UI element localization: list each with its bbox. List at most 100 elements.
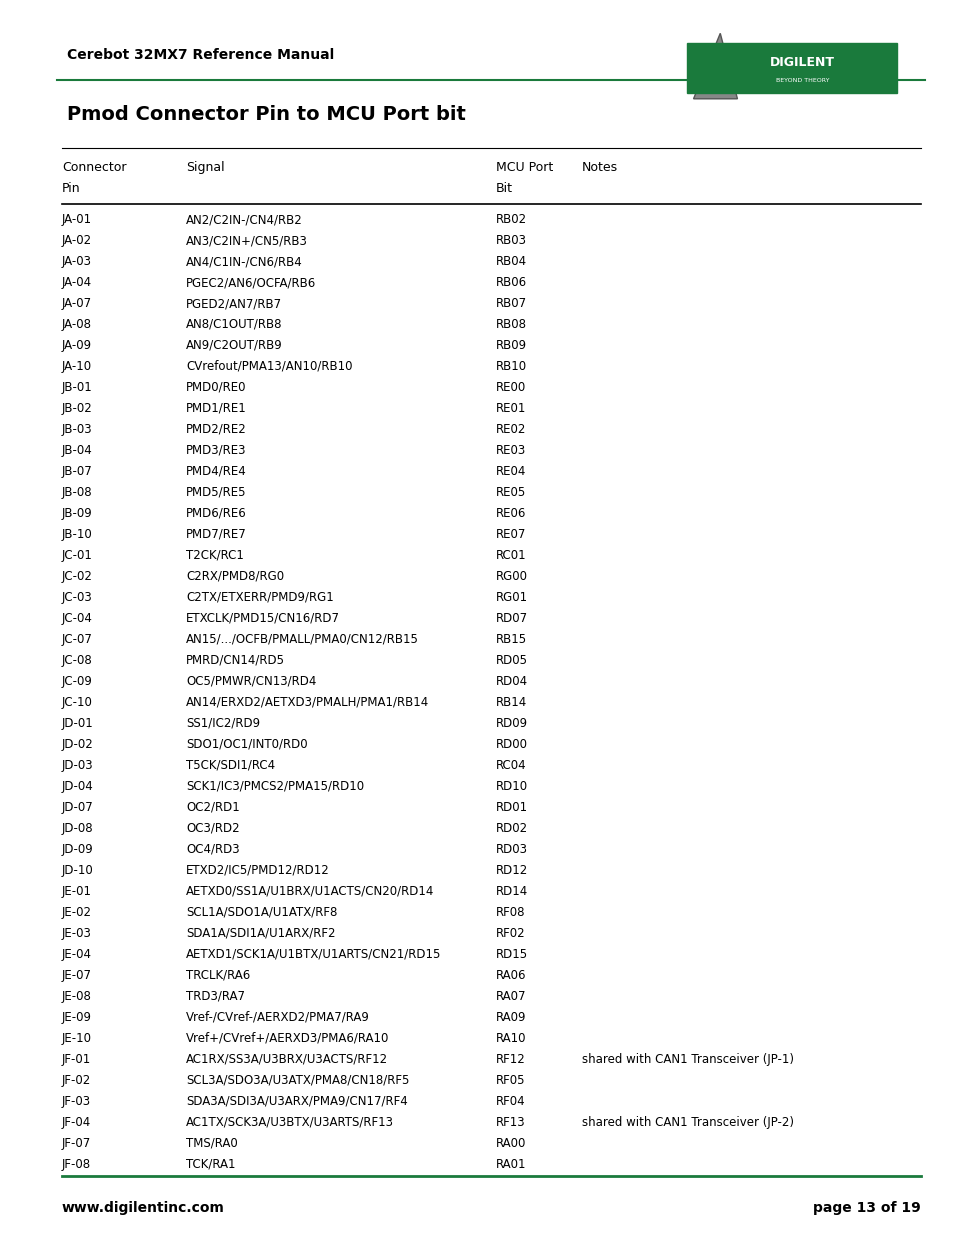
Text: JF-01: JF-01 [62, 1052, 91, 1066]
Text: RD01: RD01 [496, 800, 528, 814]
Text: RD07: RD07 [496, 611, 528, 625]
Text: JE-10: JE-10 [62, 1031, 91, 1045]
Text: OC4/RD3: OC4/RD3 [186, 842, 239, 856]
Text: RD12: RD12 [496, 863, 528, 877]
Text: JB-01: JB-01 [62, 380, 92, 394]
Text: Vref+/CVref+/AERXD3/PMA6/RA10: Vref+/CVref+/AERXD3/PMA6/RA10 [186, 1031, 389, 1045]
Text: JC-04: JC-04 [62, 611, 92, 625]
Text: Connector: Connector [62, 161, 127, 174]
Text: RD15: RD15 [496, 947, 528, 961]
Text: AN15/.../OCFB/PMALL/PMA0/CN12/RB15: AN15/.../OCFB/PMALL/PMA0/CN12/RB15 [186, 632, 418, 646]
Text: SS1/IC2/RD9: SS1/IC2/RD9 [186, 716, 260, 730]
Text: page 13 of 19: page 13 of 19 [812, 1200, 920, 1214]
Text: Pin: Pin [62, 182, 81, 195]
Text: JD-04: JD-04 [62, 779, 93, 793]
Text: JB-03: JB-03 [62, 422, 92, 436]
Text: CVrefout/PMA13/AN10/RB10: CVrefout/PMA13/AN10/RB10 [186, 359, 353, 373]
Text: RF02: RF02 [496, 926, 525, 940]
Text: T2CK/RC1: T2CK/RC1 [186, 548, 244, 562]
Text: AC1TX/SCK3A/U3BTX/U3ARTS/RF13: AC1TX/SCK3A/U3BTX/U3ARTS/RF13 [186, 1115, 394, 1129]
Text: RB09: RB09 [496, 338, 527, 352]
Text: OC2/RD1: OC2/RD1 [186, 800, 239, 814]
Text: SDA1A/SDI1A/U1ARX/RF2: SDA1A/SDI1A/U1ARX/RF2 [186, 926, 335, 940]
Text: RC04: RC04 [496, 758, 526, 772]
Text: JB-02: JB-02 [62, 401, 92, 415]
Text: ETXD2/IC5/PMD12/RD12: ETXD2/IC5/PMD12/RD12 [186, 863, 330, 877]
Text: RE05: RE05 [496, 485, 526, 499]
Text: RD14: RD14 [496, 884, 528, 898]
Text: RE03: RE03 [496, 443, 526, 457]
Text: JB-04: JB-04 [62, 443, 92, 457]
Text: RB03: RB03 [496, 233, 526, 247]
Text: RD00: RD00 [496, 737, 528, 751]
Text: RF04: RF04 [496, 1094, 525, 1108]
Text: JA-02: JA-02 [62, 233, 92, 247]
Text: JD-09: JD-09 [62, 842, 93, 856]
Text: C2RX/PMD8/RG0: C2RX/PMD8/RG0 [186, 569, 284, 583]
Text: TCK/RA1: TCK/RA1 [186, 1157, 235, 1171]
Text: JC-07: JC-07 [62, 632, 92, 646]
Text: JE-01: JE-01 [62, 884, 91, 898]
Text: SCL1A/SDO1A/U1ATX/RF8: SCL1A/SDO1A/U1ATX/RF8 [186, 905, 337, 919]
Text: AN9/C2OUT/RB9: AN9/C2OUT/RB9 [186, 338, 282, 352]
Text: JF-02: JF-02 [62, 1073, 91, 1087]
Text: PGEC2/AN6/OCFA/RB6: PGEC2/AN6/OCFA/RB6 [186, 275, 316, 289]
Text: Cerebot 32MX7 Reference Manual: Cerebot 32MX7 Reference Manual [67, 48, 334, 62]
FancyBboxPatch shape [686, 43, 896, 93]
Text: JA-04: JA-04 [62, 275, 92, 289]
Text: JF-08: JF-08 [62, 1157, 91, 1171]
Text: C2TX/ETXERR/PMD9/RG1: C2TX/ETXERR/PMD9/RG1 [186, 590, 334, 604]
Text: RE00: RE00 [496, 380, 526, 394]
Text: RG01: RG01 [496, 590, 528, 604]
Text: BEYOND THEORY: BEYOND THEORY [775, 78, 828, 83]
Text: Signal: Signal [186, 161, 224, 174]
Text: SDO1/OC1/INT0/RD0: SDO1/OC1/INT0/RD0 [186, 737, 307, 751]
Text: RE07: RE07 [496, 527, 526, 541]
Text: RA07: RA07 [496, 989, 526, 1003]
Text: PMD7/RE7: PMD7/RE7 [186, 527, 247, 541]
Text: JB-08: JB-08 [62, 485, 92, 499]
Text: AN2/C2IN-/CN4/RB2: AN2/C2IN-/CN4/RB2 [186, 212, 302, 226]
Text: PMD0/RE0: PMD0/RE0 [186, 380, 246, 394]
Text: AN3/C2IN+/CN5/RB3: AN3/C2IN+/CN5/RB3 [186, 233, 308, 247]
Text: JB-10: JB-10 [62, 527, 92, 541]
Text: JD-10: JD-10 [62, 863, 93, 877]
Text: JA-09: JA-09 [62, 338, 92, 352]
Text: JD-01: JD-01 [62, 716, 93, 730]
Text: RD09: RD09 [496, 716, 528, 730]
Text: RB07: RB07 [496, 296, 527, 310]
Text: JA-01: JA-01 [62, 212, 92, 226]
Text: JC-10: JC-10 [62, 695, 92, 709]
Text: RD10: RD10 [496, 779, 528, 793]
Text: T5CK/SDI1/RC4: T5CK/SDI1/RC4 [186, 758, 274, 772]
Text: SCK1/IC3/PMCS2/PMA15/RD10: SCK1/IC3/PMCS2/PMA15/RD10 [186, 779, 364, 793]
Text: JD-02: JD-02 [62, 737, 93, 751]
Text: PMD3/RE3: PMD3/RE3 [186, 443, 246, 457]
Text: RD02: RD02 [496, 821, 528, 835]
Text: JE-02: JE-02 [62, 905, 91, 919]
Text: JE-04: JE-04 [62, 947, 91, 961]
Text: RA10: RA10 [496, 1031, 526, 1045]
Text: RB04: RB04 [496, 254, 527, 268]
Text: RB02: RB02 [496, 212, 527, 226]
Text: RE04: RE04 [496, 464, 526, 478]
Text: PMD6/RE6: PMD6/RE6 [186, 506, 247, 520]
Text: RA06: RA06 [496, 968, 526, 982]
Text: RB14: RB14 [496, 695, 527, 709]
Text: JD-08: JD-08 [62, 821, 93, 835]
Text: RB06: RB06 [496, 275, 527, 289]
Text: MCU Port: MCU Port [496, 161, 553, 174]
Text: RC01: RC01 [496, 548, 526, 562]
Text: www.digilentinc.com: www.digilentinc.com [62, 1200, 225, 1214]
Text: TRCLK/RA6: TRCLK/RA6 [186, 968, 250, 982]
Text: RD03: RD03 [496, 842, 528, 856]
Text: JE-09: JE-09 [62, 1010, 91, 1024]
Text: JD-07: JD-07 [62, 800, 93, 814]
Text: JC-02: JC-02 [62, 569, 92, 583]
Text: JB-07: JB-07 [62, 464, 92, 478]
Text: JF-03: JF-03 [62, 1094, 91, 1108]
Text: SDA3A/SDI3A/U3ARX/PMA9/CN17/RF4: SDA3A/SDI3A/U3ARX/PMA9/CN17/RF4 [186, 1094, 407, 1108]
Text: Notes: Notes [581, 161, 618, 174]
Text: JA-08: JA-08 [62, 317, 91, 331]
Text: JF-04: JF-04 [62, 1115, 91, 1129]
